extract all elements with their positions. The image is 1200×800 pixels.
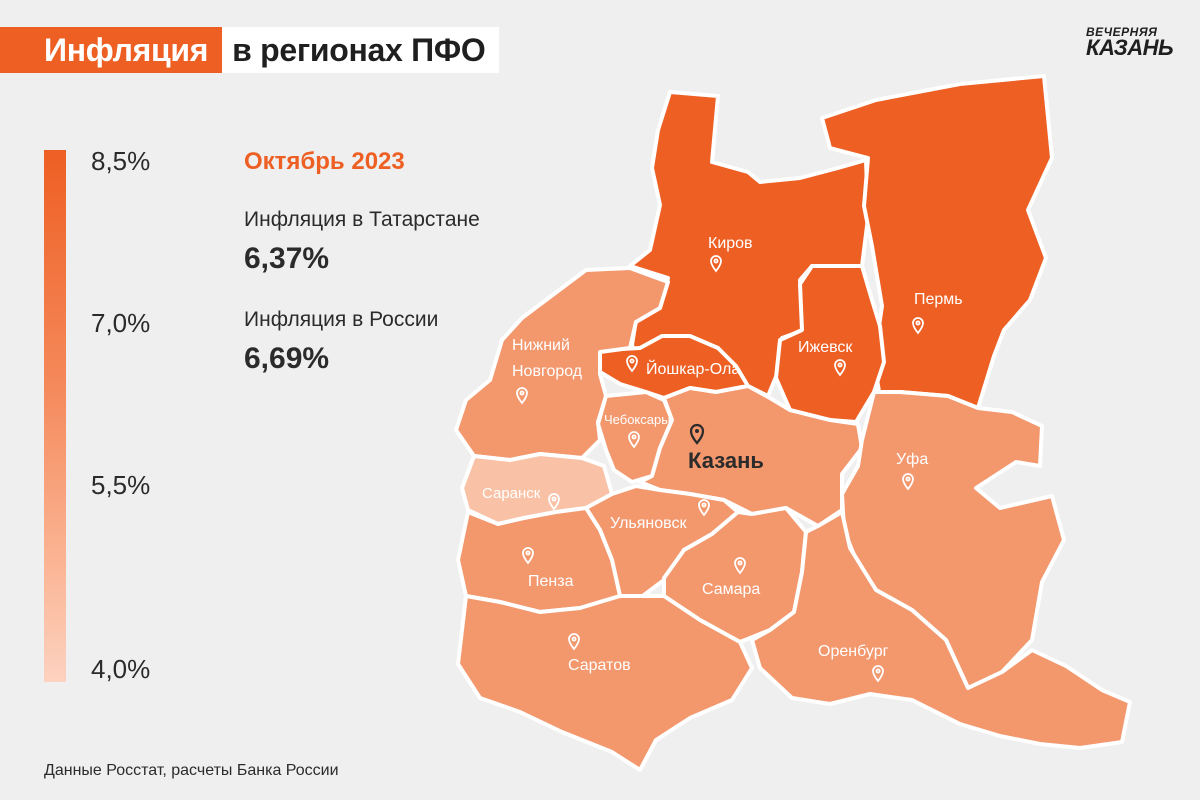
scale-tick-2: 7,0% bbox=[91, 308, 151, 338]
ufa-pin-icon bbox=[902, 473, 914, 491]
region-nizhny-novgorod[interactable] bbox=[454, 266, 670, 462]
saratov-pin-icon bbox=[568, 633, 580, 651]
perm-pin-icon bbox=[912, 317, 924, 335]
label-cheboksary: Чебоксары bbox=[604, 412, 671, 427]
russia-inflation-label: Инфляция в России bbox=[244, 308, 439, 331]
label-kazan: Казань bbox=[688, 448, 764, 473]
label-penza: Пенза bbox=[528, 573, 574, 590]
page-title: Инфляция в регионах ПФО bbox=[0, 27, 500, 73]
saransk-pin-icon bbox=[548, 493, 560, 511]
scale-tick-max: 8,5% bbox=[91, 146, 151, 176]
region-saratov[interactable] bbox=[456, 594, 754, 772]
cheboksary-pin-icon bbox=[628, 431, 640, 449]
penza-pin-icon bbox=[522, 547, 534, 565]
ulyanovsk-pin-icon bbox=[698, 499, 710, 517]
orenburg-pin-icon bbox=[872, 665, 884, 683]
label-nizhny-novgorod-2: Новгород bbox=[512, 363, 583, 380]
title-rest: в регионах ПФО bbox=[222, 27, 500, 73]
region-orenburg[interactable] bbox=[750, 510, 1132, 750]
label-ufa: Уфа bbox=[896, 451, 928, 468]
data-source-note: Данные Росстат, расчеты Банка России bbox=[44, 762, 339, 779]
scale-tick-min: 4,0% bbox=[91, 654, 151, 684]
kazan-pin-icon bbox=[689, 423, 705, 445]
period-heading: Октябрь 2023 bbox=[244, 148, 405, 175]
region-penza[interactable] bbox=[456, 506, 622, 614]
label-orenburg: Оренбург bbox=[818, 643, 889, 660]
label-nizhny-novgorod-1: Нижний bbox=[512, 337, 570, 354]
color-scale-bar bbox=[44, 150, 66, 682]
izhevsk-pin-icon bbox=[834, 359, 846, 377]
label-izhevsk: Ижевск bbox=[798, 339, 853, 356]
label-samara: Самара bbox=[702, 581, 760, 598]
scale-tick-3: 5,5% bbox=[91, 470, 151, 500]
logo-line-1: ВЕЧЕРНЯЯ bbox=[1086, 25, 1158, 39]
label-saratov: Саратов bbox=[568, 657, 631, 674]
nizhny-novgorod-pin-icon bbox=[516, 387, 528, 405]
russia-inflation-value: 6,69% bbox=[244, 342, 330, 375]
tatarstan-inflation-label: Инфляция в Татарстане bbox=[244, 208, 480, 231]
tatarstan-inflation-value: 6,37% bbox=[244, 242, 330, 275]
label-saransk: Саранск bbox=[482, 485, 541, 502]
label-yoshkar-ola: Йошкар-Ола bbox=[646, 359, 740, 378]
yoshkar-ola-pin-icon bbox=[626, 355, 638, 373]
label-ulyanovsk: Ульяновск bbox=[610, 515, 687, 532]
kirov-pin-icon bbox=[710, 255, 722, 273]
logo-line-2: КАЗАНЬ bbox=[1086, 35, 1174, 60]
label-kirov: Киров bbox=[708, 235, 753, 252]
label-perm: Пермь bbox=[914, 291, 963, 308]
samara-pin-icon bbox=[734, 557, 746, 575]
region-samara[interactable] bbox=[662, 506, 808, 644]
publisher-logo: ВЕЧЕРНЯЯ КАЗАНЬ bbox=[1086, 26, 1176, 59]
title-highlight: Инфляция bbox=[0, 27, 223, 73]
